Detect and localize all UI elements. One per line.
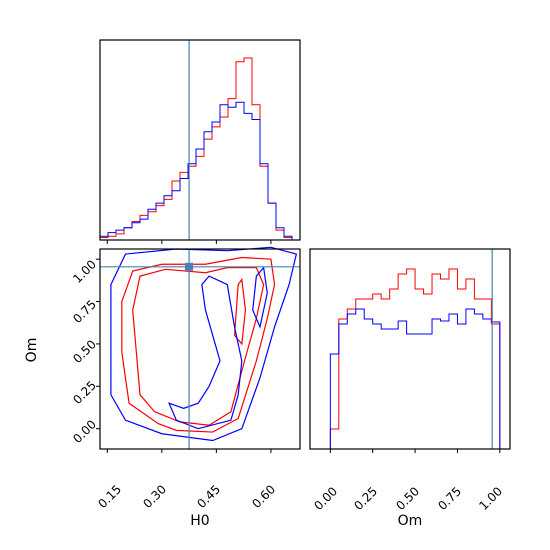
h0-tick-label: 0.30 bbox=[140, 482, 169, 511]
x-axis-label-h0: H0 bbox=[190, 513, 209, 529]
contour-series-a-2 bbox=[233, 277, 247, 346]
contour-series-a-1 bbox=[132, 267, 265, 426]
om-tick-label: 1.00 bbox=[476, 484, 505, 513]
om-y-tick-label: 0.00 bbox=[70, 417, 99, 446]
h0-tick-label: 0.60 bbox=[249, 482, 278, 511]
contour-series-b-1 bbox=[168, 275, 243, 430]
om-histogram-series-a bbox=[329, 268, 501, 449]
om-tick-label: 0.25 bbox=[351, 484, 380, 513]
contour-series-a-0 bbox=[121, 256, 276, 433]
panel-frame-botRight bbox=[309, 248, 511, 450]
om-y-tick-label: 0.75 bbox=[70, 297, 99, 326]
panel-frame-topLeft bbox=[99, 39, 301, 241]
om-tick-label: 0.50 bbox=[393, 484, 422, 513]
x-axis-label-om: Om bbox=[398, 513, 423, 529]
h0-histogram-series-b bbox=[99, 101, 300, 241]
y-axis-label-om: Om bbox=[24, 338, 40, 363]
contour-series-b-2 bbox=[252, 266, 268, 329]
om-histogram-series-b bbox=[329, 308, 501, 449]
h0-tick-label: 0.45 bbox=[194, 482, 223, 511]
om-tick-label: 0.75 bbox=[435, 484, 464, 513]
plot-content bbox=[96, 39, 511, 453]
om-y-tick-label: 1.00 bbox=[70, 257, 99, 286]
om-y-tick-label: 0.25 bbox=[70, 378, 99, 407]
om-tick-label: 0.00 bbox=[311, 484, 340, 513]
panel-frame-botLeft bbox=[99, 248, 301, 450]
om-y-tick-label: 0.50 bbox=[70, 337, 99, 366]
h0-tick-label: 0.15 bbox=[95, 482, 124, 511]
contour-series-b-0 bbox=[110, 246, 298, 442]
truth-marker bbox=[185, 262, 194, 271]
